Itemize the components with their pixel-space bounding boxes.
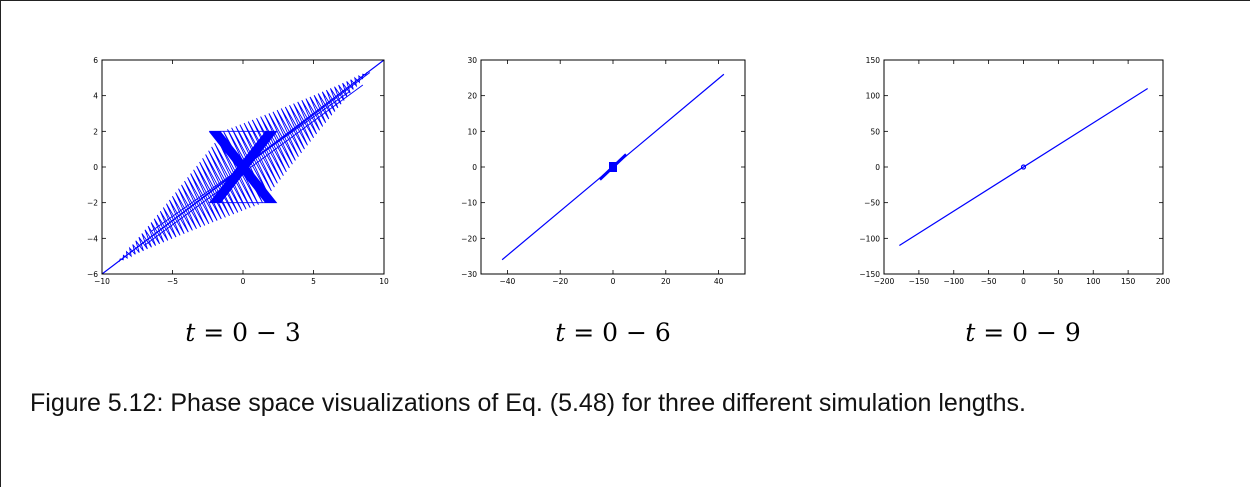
y-tick-label: 4 (93, 92, 98, 101)
y-tick-label: 2 (93, 127, 98, 136)
x-tick-label: 0 (611, 277, 616, 286)
x-tick-label: −200 (874, 277, 895, 286)
data-layer (899, 88, 1148, 246)
y-tick-label: −2 (87, 199, 98, 208)
panel-label-var: t (185, 318, 196, 347)
phase-plot-t3: −10 −5 0 5 10 −6 −4 −2 0 2 4 6 (87, 56, 389, 286)
y-tick-label: 0 (472, 163, 477, 172)
y-tick-label: 6 (93, 56, 98, 65)
panel-label-eq: = 0 − 9 (975, 318, 1081, 347)
panel-label-eq: = 0 − 6 (565, 318, 671, 347)
x-tick-label: 20 (661, 277, 671, 286)
x-tick-label: 150 (1121, 277, 1136, 286)
x-tick-label: 0 (241, 277, 246, 286)
y-tick-label: 100 (866, 92, 881, 101)
y-tick-label: 10 (467, 127, 477, 136)
x-tick-label: −100 (943, 277, 964, 286)
panel-label-t3: t = 0 − 3 (143, 318, 343, 347)
x-tick-label: −20 (552, 277, 568, 286)
x-tick-label: 0 (1021, 277, 1026, 286)
x-tick-label: 100 (1086, 277, 1101, 286)
phase-plot-t6: −40 −20 0 20 40 −30 −20 −10 0 10 20 30 (461, 56, 746, 286)
frame-top-border (0, 0, 1250, 1)
series-center-dot (1020, 164, 1027, 170)
frame-left-border (0, 0, 1, 487)
panel-label-t9: t = 0 − 9 (923, 318, 1123, 347)
phase-plot-t9: −200 −150 −100 −50 0 50 100 150 200 −150 −100 −50 0 5… (859, 56, 1170, 286)
x-tick-label: 50 (1054, 277, 1064, 286)
y-tick-label: −50 (864, 199, 880, 208)
y-tick-label: −20 (461, 234, 477, 243)
y-tick-label: −4 (87, 234, 98, 243)
y-tick-label: 20 (467, 92, 477, 101)
y-tick-label: −150 (859, 270, 880, 279)
phase-plot-t6-svg: −40 −20 0 20 40 −30 −20 −10 0 10 20 30 (461, 56, 746, 286)
phase-plot-t9-svg: −200 −150 −100 −50 0 50 100 150 200−150−100−5005… (859, 56, 1170, 286)
y-tick-label: 0 (875, 163, 880, 172)
y-tick-label: −30 (461, 270, 477, 279)
y-tick-label: −100 (859, 234, 880, 243)
x-tick-label: −150 (909, 277, 930, 286)
x-tick-label: −40 (499, 277, 515, 286)
phase-plot-t3-svg: −10 −5 0 5 10 −6 −4 −2 0 2 4 6 (87, 56, 389, 286)
x-tick-label: 200 (1156, 277, 1171, 286)
x-tick-label: −10 (94, 277, 110, 286)
x-tick-label: 5 (311, 277, 316, 286)
x-tick-label: −5 (167, 277, 178, 286)
series-main-line (899, 88, 1148, 246)
y-tick-label: 150 (866, 56, 881, 65)
y-tick-label: −6 (87, 270, 98, 279)
y-tick-label: −10 (461, 199, 477, 208)
y-tick-label: 0 (93, 163, 98, 172)
series-streak (151, 91, 350, 232)
data-layer (102, 60, 384, 274)
panel-label-t6: t = 0 − 6 (513, 318, 713, 347)
x-tick-label: −50 (981, 277, 997, 286)
series-streak (129, 72, 371, 253)
data-layer (501, 73, 725, 261)
y-tick-label: 50 (870, 127, 880, 136)
x-tick-label: 10 (379, 277, 389, 286)
panel-label-var: t (965, 318, 976, 347)
series-streak (144, 84, 364, 246)
panel-label-var: t (555, 318, 566, 347)
y-tick-label: 30 (467, 56, 477, 65)
series-center-thick (598, 153, 628, 181)
x-tick-label: 40 (714, 277, 724, 286)
panel-label-eq: = 0 − 3 (195, 318, 301, 347)
series-central-band (208, 130, 278, 204)
figure-caption: Figure 5.12: Phase space visualizations … (30, 389, 1026, 417)
